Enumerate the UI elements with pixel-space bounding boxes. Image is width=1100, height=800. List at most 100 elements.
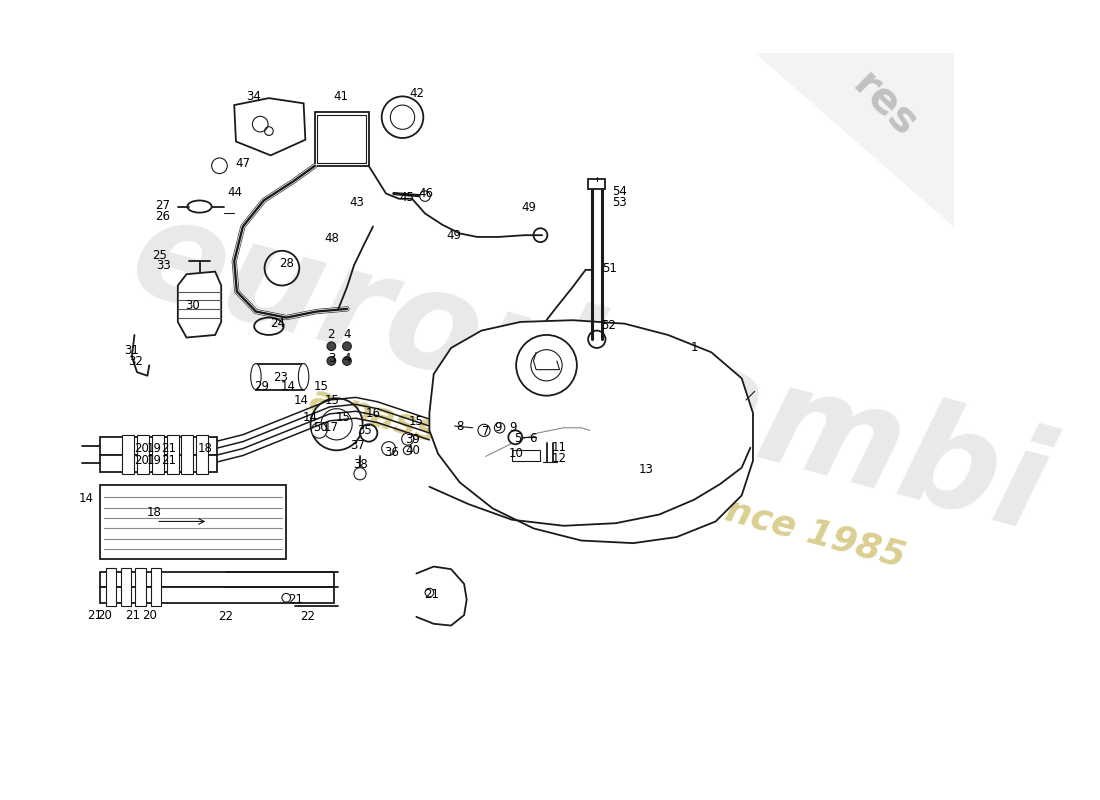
- Text: 50: 50: [312, 422, 328, 434]
- Text: 19: 19: [147, 454, 162, 467]
- Text: 6: 6: [529, 432, 537, 445]
- Text: 4: 4: [343, 352, 351, 365]
- Bar: [166, 434, 178, 474]
- Bar: [121, 568, 131, 606]
- Text: 21: 21: [87, 609, 102, 622]
- Text: 21: 21: [125, 609, 140, 622]
- Text: 29: 29: [254, 380, 270, 393]
- Circle shape: [402, 433, 414, 445]
- Text: 14: 14: [302, 411, 317, 424]
- Text: 18: 18: [198, 442, 213, 455]
- Text: 17: 17: [323, 422, 339, 434]
- Circle shape: [327, 342, 336, 350]
- Text: 21: 21: [161, 454, 176, 467]
- Text: 30: 30: [185, 299, 200, 312]
- Bar: [182, 434, 194, 474]
- Text: 16: 16: [365, 407, 381, 420]
- Text: 23: 23: [273, 371, 287, 384]
- Text: 32: 32: [128, 355, 143, 368]
- Bar: [106, 568, 117, 606]
- Text: 9: 9: [509, 422, 516, 434]
- Ellipse shape: [251, 363, 261, 390]
- Text: 12: 12: [552, 453, 567, 466]
- Text: 49: 49: [447, 229, 461, 242]
- Text: res: res: [844, 64, 925, 146]
- Text: 21: 21: [161, 442, 176, 455]
- Bar: [588, 178, 605, 190]
- Bar: [135, 568, 145, 606]
- Bar: [122, 434, 134, 474]
- Text: 33: 33: [156, 259, 170, 272]
- Circle shape: [282, 594, 290, 602]
- Text: 20: 20: [97, 609, 111, 622]
- Text: 19: 19: [147, 442, 162, 455]
- Circle shape: [382, 96, 424, 138]
- Text: 52: 52: [601, 319, 616, 332]
- Text: 21: 21: [288, 593, 304, 606]
- Text: 40: 40: [406, 444, 420, 457]
- Text: 45: 45: [399, 190, 415, 203]
- Text: 11: 11: [552, 442, 567, 454]
- Circle shape: [425, 588, 433, 597]
- Text: 3: 3: [328, 352, 336, 365]
- Circle shape: [342, 357, 351, 366]
- Text: 1: 1: [690, 342, 697, 354]
- Bar: [315, 112, 368, 166]
- Text: 15: 15: [324, 394, 340, 406]
- Circle shape: [327, 357, 336, 366]
- Text: 14: 14: [78, 491, 94, 505]
- Text: 8: 8: [456, 419, 463, 433]
- Text: 41: 41: [333, 90, 349, 103]
- Polygon shape: [429, 320, 754, 543]
- Circle shape: [382, 442, 396, 455]
- Circle shape: [495, 422, 505, 433]
- Text: 38: 38: [353, 458, 369, 470]
- Bar: [138, 434, 150, 474]
- Text: 15: 15: [409, 415, 424, 428]
- Bar: [100, 587, 334, 603]
- Text: 36: 36: [385, 446, 399, 458]
- Bar: [100, 438, 217, 454]
- Text: 53: 53: [612, 196, 627, 209]
- Circle shape: [404, 446, 412, 454]
- Text: 27: 27: [155, 199, 170, 212]
- Text: a passion for parts since 1985: a passion for parts since 1985: [306, 382, 909, 574]
- Text: 10: 10: [508, 447, 524, 460]
- Text: 48: 48: [323, 232, 339, 245]
- Bar: [151, 568, 162, 606]
- Text: 5: 5: [514, 432, 521, 445]
- Text: 51: 51: [603, 262, 617, 274]
- Circle shape: [478, 424, 491, 437]
- Text: 42: 42: [410, 87, 425, 100]
- Text: 43: 43: [349, 196, 364, 209]
- Circle shape: [310, 398, 363, 450]
- Circle shape: [311, 422, 327, 438]
- Circle shape: [354, 468, 366, 480]
- Polygon shape: [178, 272, 221, 338]
- Text: 54: 54: [612, 186, 627, 198]
- Circle shape: [342, 342, 351, 350]
- Text: 21: 21: [424, 588, 439, 601]
- Bar: [100, 485, 286, 558]
- Text: 4: 4: [343, 327, 351, 341]
- Text: 7: 7: [482, 425, 490, 438]
- Bar: [318, 114, 366, 163]
- Text: 2: 2: [328, 327, 336, 341]
- Bar: [152, 434, 164, 474]
- Text: 37: 37: [350, 438, 365, 452]
- Circle shape: [360, 424, 377, 442]
- Text: 14: 14: [294, 394, 308, 406]
- Text: 9: 9: [494, 422, 502, 434]
- Text: 24: 24: [271, 317, 285, 330]
- Text: 49: 49: [521, 201, 537, 214]
- Text: 15: 15: [336, 411, 350, 424]
- Text: 47: 47: [235, 157, 251, 170]
- Text: 28: 28: [278, 258, 294, 270]
- Text: 26: 26: [155, 210, 170, 222]
- Ellipse shape: [298, 363, 309, 390]
- Text: 46: 46: [418, 187, 433, 200]
- Text: 18: 18: [147, 506, 162, 519]
- Text: 44: 44: [228, 186, 243, 199]
- Polygon shape: [234, 98, 306, 155]
- Text: 22: 22: [300, 610, 316, 623]
